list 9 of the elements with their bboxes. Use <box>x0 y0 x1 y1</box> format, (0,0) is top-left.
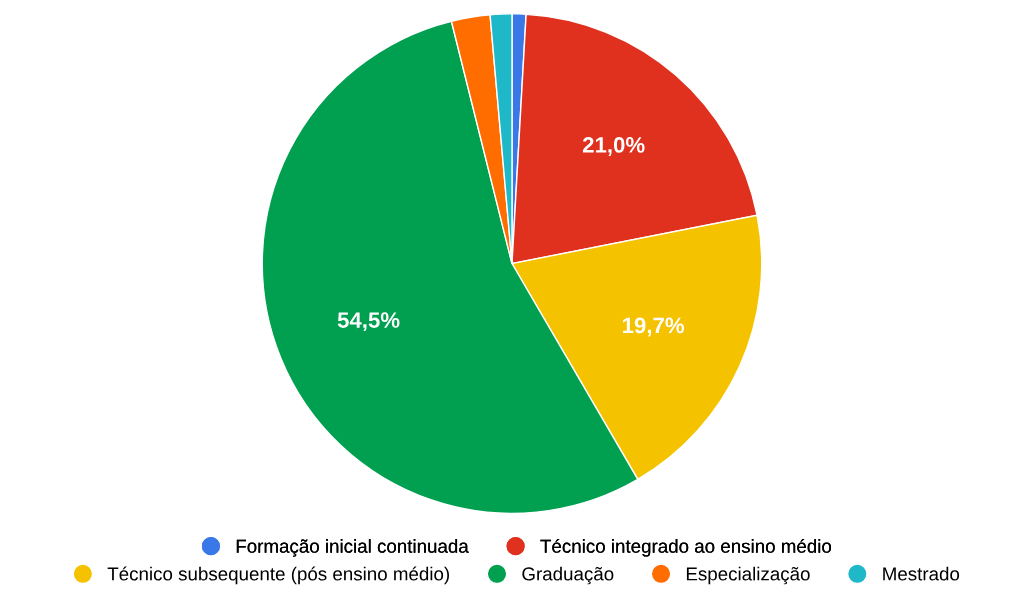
legend-label: Formação inicial continuada <box>236 539 469 557</box>
data-label: 54,5% <box>337 312 400 332</box>
data-label: 19,7% <box>623 317 685 337</box>
legend-label: Graduação <box>522 566 614 585</box>
data-label: 21,0% <box>582 137 645 156</box>
legend-label: Mestrado <box>883 566 960 581</box>
legend-label: Técnico integrado ao ensino médio <box>540 538 832 557</box>
legend-label: Técnico subsequente (pós ensino médio) <box>107 566 449 585</box>
legend-label: Especialização <box>686 566 810 585</box>
